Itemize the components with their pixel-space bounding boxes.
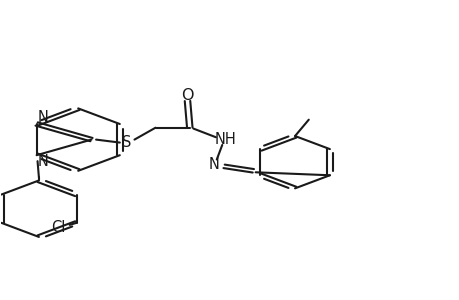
Text: S: S: [122, 135, 132, 150]
Text: O: O: [181, 88, 193, 103]
Text: NH: NH: [214, 132, 236, 147]
Text: N: N: [37, 110, 48, 125]
Text: N: N: [208, 158, 219, 172]
Text: N: N: [37, 154, 48, 169]
Text: Cl: Cl: [51, 220, 65, 235]
